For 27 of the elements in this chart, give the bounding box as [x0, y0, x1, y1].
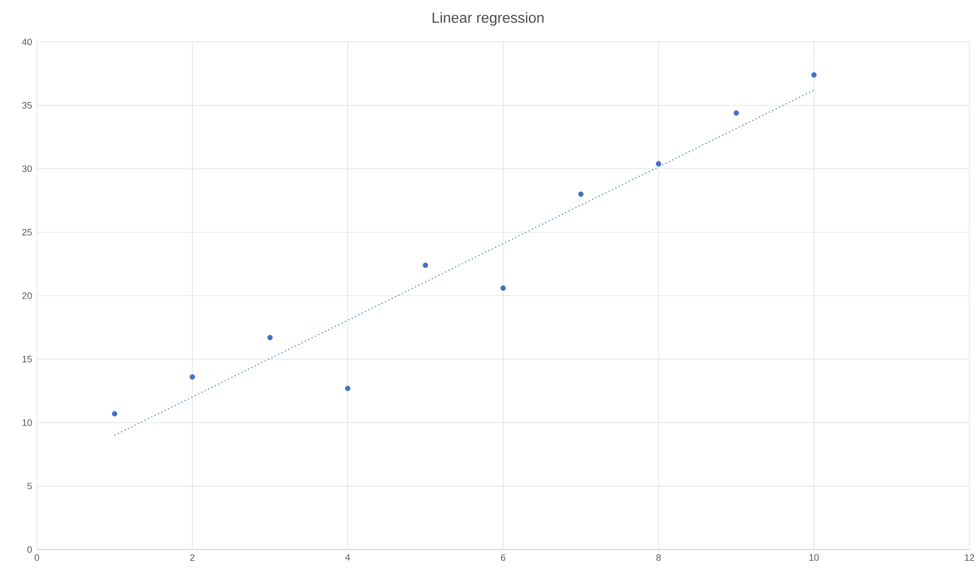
y-tick-label: 5	[27, 482, 32, 490]
point	[811, 72, 817, 78]
point	[578, 191, 584, 197]
y-tick-label: 0	[27, 546, 32, 553]
y-tick-label: 35	[22, 102, 32, 108]
x-tick-label: 4	[345, 554, 350, 560]
point	[500, 285, 506, 291]
point	[190, 374, 195, 380]
y-tick-label: 25	[22, 228, 32, 236]
point	[267, 334, 273, 340]
y-tick-label: 20	[22, 292, 32, 299]
point	[345, 385, 350, 391]
x-tick-label: 12	[964, 554, 974, 560]
chart-title: Linear regression	[432, 12, 544, 26]
y-tick-label: 40	[22, 38, 32, 45]
x-tick-label: 2	[190, 554, 194, 560]
y-tick-label: 10	[22, 419, 32, 426]
x-tick-label: 0	[34, 554, 40, 561]
point	[422, 262, 428, 268]
y-tick-label: 15	[22, 356, 32, 362]
x-tick-label: 10	[810, 554, 819, 561]
x-tick-label: 6	[501, 554, 506, 561]
point	[734, 110, 739, 116]
point	[656, 160, 662, 166]
x-tick-label: 8	[656, 554, 661, 561]
point	[112, 410, 118, 416]
y-tick-label: 30	[22, 165, 32, 172]
